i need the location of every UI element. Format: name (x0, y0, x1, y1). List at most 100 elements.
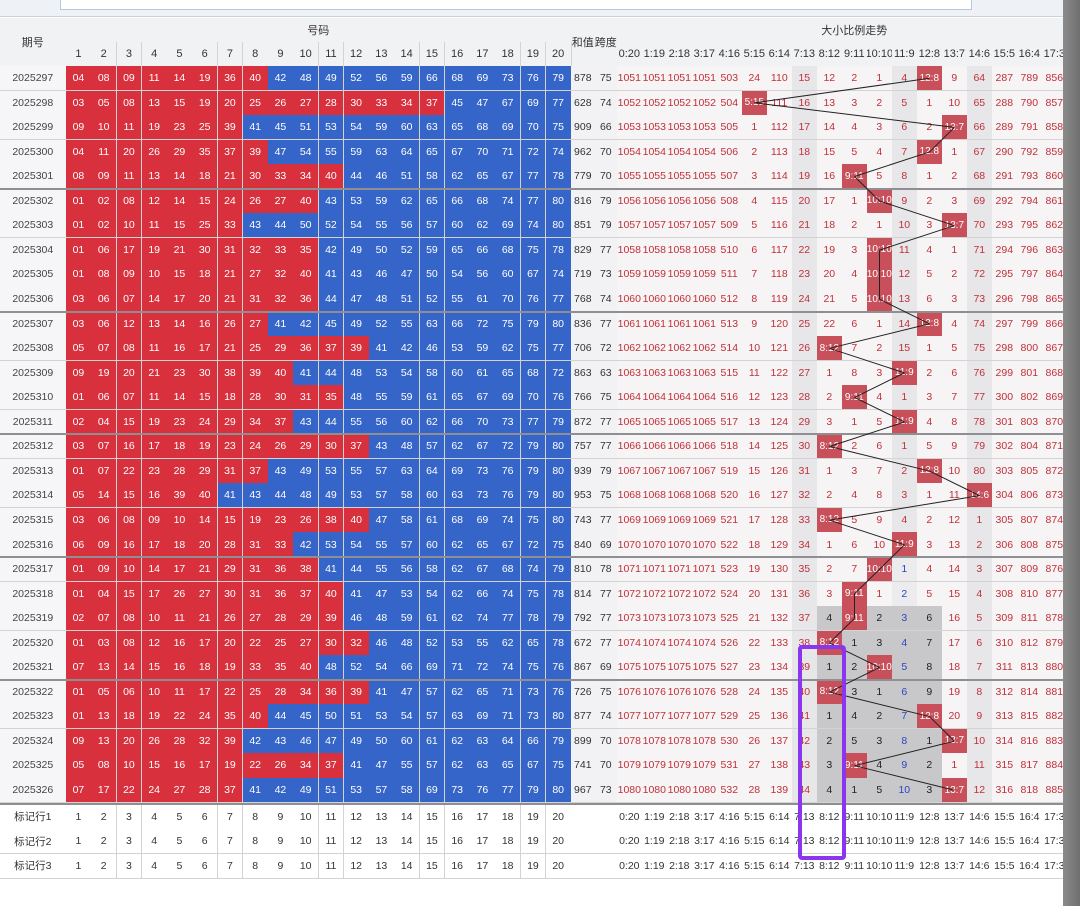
ratio-miss-cell: 4 (892, 507, 918, 534)
drawn-number: 50 (369, 237, 395, 263)
drawn-number: 12 (141, 630, 168, 656)
drawn-number: 07 (116, 286, 143, 313)
period-cell: 2025316 (0, 532, 67, 558)
drawn-number: 31 (242, 581, 269, 607)
ratio-miss-cell: 1077 (692, 704, 718, 730)
drawn-number: 49 (293, 777, 320, 804)
marker-number: 10 (293, 804, 320, 830)
sum-cell: 741 (571, 753, 596, 779)
ratio-miss-cell: 1056 (642, 188, 668, 214)
drawn-number: 25 (268, 630, 294, 656)
ratio-miss-cell: 2 (867, 704, 893, 730)
drawn-number: 44 (318, 286, 345, 313)
ratio-hit-cell: 5:15 (742, 90, 768, 116)
drawn-number: 48 (394, 434, 421, 460)
ratio-miss-cell: 18 (792, 139, 818, 165)
ratio-miss-cell: 2 (817, 385, 843, 411)
ratio-miss-cell: 2 (842, 66, 868, 92)
ratio-miss-cell: 1080 (642, 777, 668, 804)
ratio-miss-cell: 790 (1017, 90, 1043, 116)
ratio-miss-cell: 511 (717, 262, 743, 288)
vertical-scrollbar[interactable] (1063, 0, 1080, 906)
drawn-number: 60 (495, 262, 522, 288)
drawn-number: 08 (91, 66, 118, 92)
drawn-number: 30 (318, 434, 345, 460)
drawn-number: 79 (520, 458, 547, 484)
drawn-number: 57 (419, 679, 446, 705)
ratio-miss-cell: 34 (792, 532, 818, 558)
ratio-miss-cell: 1071 (667, 557, 693, 583)
ratio-miss-cell: 19 (792, 164, 818, 190)
period-cell: 2025313 (0, 458, 67, 484)
ratio-miss-cell: 1 (817, 458, 843, 484)
drawn-number: 47 (394, 679, 421, 705)
drawn-number: 30 (318, 630, 345, 656)
ratio-miss-cell: 1073 (692, 606, 718, 632)
sum-cell: 768 (571, 286, 596, 313)
drawn-number: 29 (192, 458, 219, 484)
drawn-number: 39 (318, 606, 345, 632)
span-cell: 74 (595, 286, 618, 313)
drawn-number: 54 (293, 139, 320, 165)
drawn-number: 17 (141, 581, 168, 607)
drawn-number: 06 (91, 237, 118, 263)
ratio-miss-cell: 519 (717, 458, 743, 484)
ratio-miss-cell: 799 (1017, 311, 1043, 337)
drawn-number: 08 (116, 188, 143, 214)
ratio-miss-cell: 3 (892, 483, 918, 509)
ratio-miss-cell: 1055 (667, 164, 693, 190)
drawn-number: 27 (242, 606, 269, 632)
ratio-miss-cell: 1 (917, 336, 943, 362)
ratio-miss-cell: 125 (767, 434, 793, 460)
ratio-miss-cell: 29 (792, 409, 818, 435)
ratio-miss-cell: 1061 (642, 311, 668, 337)
drawn-number: 19 (192, 90, 219, 116)
toolbar-input-box[interactable] (60, 0, 972, 10)
ratio-miss-cell: 796 (1017, 237, 1043, 263)
number-column-header: 6 (192, 42, 219, 67)
drawn-number: 72 (520, 532, 547, 558)
marker-row-label: 标记行3 (0, 853, 67, 879)
sum-cell: 840 (571, 532, 596, 558)
ratio-miss-cell: 18 (817, 213, 843, 239)
ratio-miss-cell: 1066 (667, 434, 693, 460)
ratio-miss-cell: 294 (992, 237, 1018, 263)
ratio-miss-cell: 1 (892, 385, 918, 411)
group-separator (0, 433, 1065, 436)
sum-cell: 743 (571, 507, 596, 534)
drawn-number: 19 (141, 237, 168, 263)
span-cell: 77 (595, 434, 618, 460)
ratio-miss-cell: 508 (717, 188, 743, 214)
ratio-miss-cell: 1072 (692, 581, 718, 607)
drawn-number: 08 (116, 90, 143, 116)
drawn-number: 73 (520, 704, 547, 730)
drawn-number: 76 (545, 655, 572, 681)
drawn-number: 52 (394, 237, 421, 263)
ratio-miss-cell: 1075 (642, 655, 668, 681)
ratio-miss-cell: 1 (867, 66, 893, 92)
ratio-miss-cell: 813 (1017, 655, 1043, 681)
ratio-miss-cell: 7 (842, 336, 868, 362)
ratio-miss-cell: 1074 (692, 630, 718, 656)
drawn-number: 80 (545, 507, 572, 534)
ratio-miss-cell: 1059 (667, 262, 693, 288)
drawn-number: 33 (217, 213, 244, 239)
ratio-miss-cell: 27 (742, 753, 768, 779)
ratio-column-header: 6:14 (767, 42, 793, 67)
drawn-number: 76 (495, 458, 522, 484)
drawn-number: 46 (369, 262, 395, 288)
drawn-number: 33 (268, 237, 294, 263)
drawn-number: 80 (545, 483, 572, 509)
drawn-number: 66 (444, 409, 471, 435)
drawn-number: 22 (217, 679, 244, 705)
ratio-miss-cell: 116 (767, 213, 793, 239)
ratio-miss-cell: 1072 (617, 581, 643, 607)
span-cell: 73 (595, 262, 618, 288)
ratio-miss-cell: 289 (992, 115, 1018, 141)
drawn-number: 52 (419, 630, 446, 656)
drawn-number: 15 (192, 188, 219, 214)
drawn-number: 49 (343, 728, 370, 754)
drawn-number: 68 (470, 188, 496, 214)
drawn-number: 56 (369, 409, 395, 435)
drawn-number: 30 (192, 360, 219, 386)
